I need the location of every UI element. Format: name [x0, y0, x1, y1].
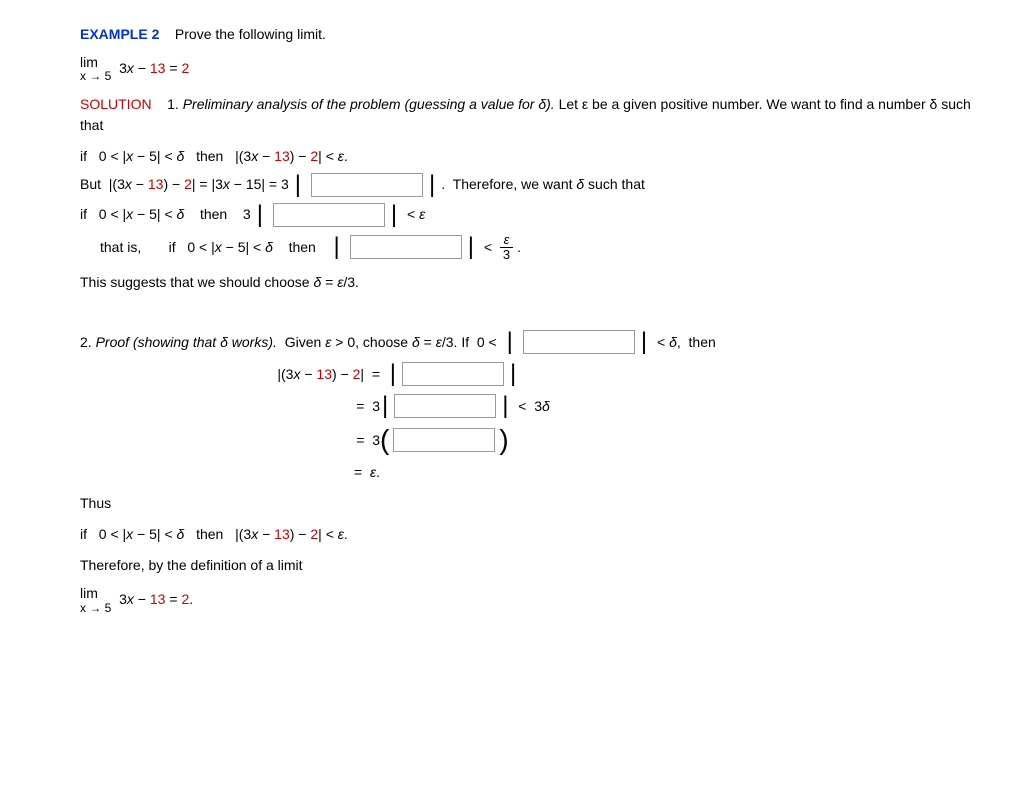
blank-input-5[interactable] [402, 362, 504, 386]
eq-3: = 3 [200, 430, 380, 451]
limit-body: 3x − 13 = 2 [119, 60, 189, 76]
abs-bar-icon: | [500, 394, 510, 418]
suggest-line: This suggests that we should choose δ = … [80, 272, 984, 293]
thus: Thus [80, 495, 111, 511]
lparen-icon: ( [380, 426, 389, 454]
then-3: then [289, 237, 316, 258]
therefore-limit: Therefore, by the definition of a limit [80, 557, 303, 573]
three-1: 3 [243, 204, 251, 225]
limit-approach: x → 5 [80, 70, 111, 83]
proof-equations: |(3x − 13) − 2| = | | = 3 | | < 3δ = 3 (… [200, 362, 984, 483]
then-4: then [196, 524, 223, 545]
abs-bar-icon: | [508, 362, 518, 386]
abs-bar-icon: | [388, 362, 398, 386]
that-is-line: that is, if 0 < |x − 5| < δ then | | < ε… [100, 233, 984, 263]
step2-line: 2. Proof (showing that δ works). Given ε… [80, 330, 984, 354]
suggest-text: This suggests that we should choose δ = … [80, 274, 359, 290]
then-2: then [200, 204, 227, 225]
if-then-final: if 0 < |x − 5| < δ then |(3x − 13) − 2| … [80, 524, 984, 545]
thus-line: Thus [80, 493, 984, 514]
example-label: EXAMPLE 2 [80, 26, 159, 42]
then-1: then [196, 146, 223, 167]
lt-3delta: < 3δ [518, 396, 550, 417]
blank-input-4[interactable] [523, 330, 635, 354]
limit-body-2: 3x − 13 = 2. [119, 591, 193, 607]
eq-2: = 3 [200, 396, 380, 417]
abs-bar-icon: | [466, 235, 476, 259]
blank-input-3[interactable] [350, 235, 462, 259]
step1-title: Preliminary analysis of the problem (gue… [183, 96, 555, 112]
result-1: |(3x − 13) − 2| < ε. [235, 146, 348, 167]
but-text: But |(3x − 13) − 2| = |3x − 15| = 3 [80, 174, 289, 195]
abs-bar-icon: | [427, 173, 437, 197]
result-4: |(3x − 13) − 2| < ε. [235, 524, 348, 545]
cond-1: 0 < |x − 5| < δ [99, 146, 185, 167]
limit-approach-2: x → 5 [80, 602, 111, 615]
if-1: if [80, 146, 87, 167]
step1-num: 1. [167, 96, 179, 112]
solution-label: SOLUTION [80, 96, 152, 112]
abs-bar-icon: | [255, 203, 265, 227]
blank-input-1[interactable] [311, 173, 423, 197]
period-1: . [517, 237, 521, 258]
eq-eps: = ε. [200, 462, 380, 483]
example-header: EXAMPLE 2 Prove the following limit. [80, 24, 984, 45]
if-2: if [80, 204, 87, 225]
rparen-icon: ) [499, 426, 508, 454]
step2-text: Given ε > 0, choose δ = ε/3. If 0 < [281, 332, 501, 353]
cond-2: 0 < |x − 5| < δ [99, 204, 185, 225]
therefore-line: Therefore, by the definition of a limit [80, 555, 984, 576]
blank-input-7[interactable] [393, 428, 495, 452]
abs-bar-icon: | [380, 394, 390, 418]
therefore-text: . Therefore, we want δ such that [441, 174, 645, 195]
lt-delta-then: < δ, then [653, 332, 716, 353]
abs-bar-icon: | [293, 173, 303, 197]
limit-expression: lim x → 5 3x − 13 = 2 [80, 55, 984, 84]
cond-4: 0 < |x − 5| < δ [99, 524, 185, 545]
limit-lim: lim [80, 55, 111, 70]
if-4: if [80, 524, 87, 545]
step2-title: 2. Proof (showing that δ works). [80, 332, 277, 353]
cond-3: 0 < |x − 5| < δ [187, 237, 273, 258]
abs-bar-icon: | [639, 330, 649, 354]
example-prompt: Prove the following limit. [175, 26, 326, 42]
lt-eps: < ε [407, 204, 425, 225]
lt-1: < [484, 237, 492, 258]
abs-bar-icon: | [331, 235, 341, 259]
if-then-1: if 0 < |x − 5| < δ then |(3x − 13) − 2| … [80, 146, 984, 167]
final-limit: lim x → 5 3x − 13 = 2. [80, 586, 984, 615]
if-then-2: if 0 < |x − 5| < δ then 3 | | < ε [80, 203, 984, 227]
eps-over-3: ε 3 [500, 233, 513, 263]
proof-lhs: |(3x − 13) − 2| = [200, 364, 380, 385]
but-line: But |(3x − 13) − 2| = |3x − 15| = 3 | | … [80, 173, 984, 197]
blank-input-6[interactable] [394, 394, 496, 418]
that-is: that is, [100, 237, 141, 258]
abs-bar-icon: | [389, 203, 399, 227]
abs-bar-icon: | [505, 330, 515, 354]
blank-input-2[interactable] [273, 203, 385, 227]
solution-intro: SOLUTION 1. Preliminary analysis of the … [80, 94, 984, 136]
limit-lim-2: lim [80, 586, 111, 601]
if-3: if [169, 237, 176, 258]
